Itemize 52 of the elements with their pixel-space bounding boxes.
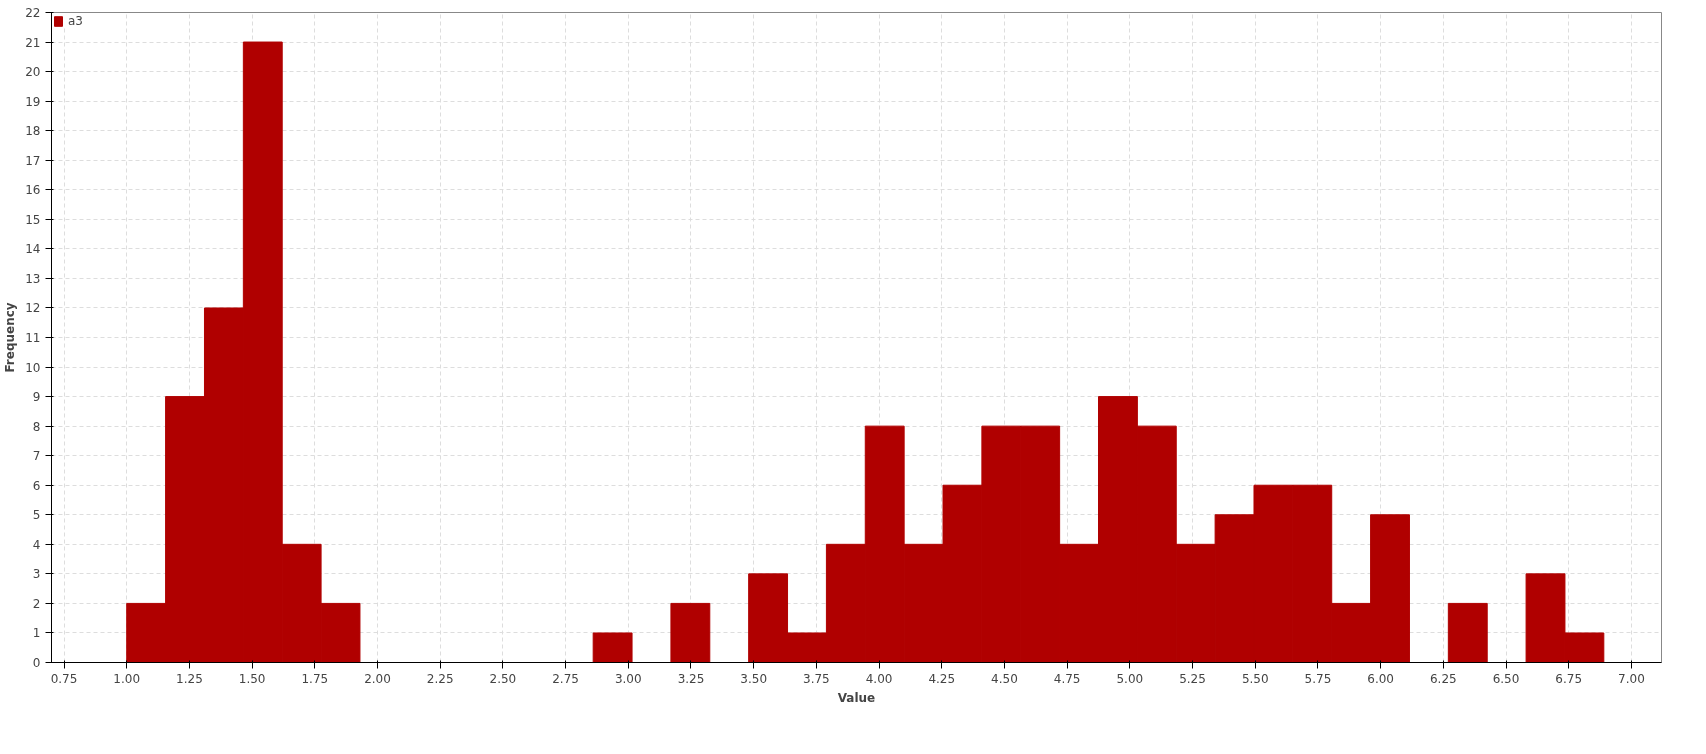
x-tick-label: 4.00 [865, 671, 893, 686]
x-tick-label: 7.00 [1618, 671, 1645, 686]
y-tick-label: 14 [25, 242, 41, 257]
y-tick-label: 21 [25, 35, 41, 50]
x-tick-label: 5.75 [1304, 671, 1332, 686]
y-tick-label: 0 [32, 656, 41, 670]
y-tick-label: 8 [32, 419, 41, 434]
x-tick-label: 1.75 [301, 671, 329, 686]
x-tick-label: 1.25 [176, 671, 203, 686]
x-tick-label: 4.75 [1053, 671, 1081, 686]
x-tick-label: 1.00 [113, 671, 141, 686]
x-tick-label: 4.50 [991, 671, 1018, 686]
y-tick-label: 2 [32, 596, 41, 611]
y-axis-title: Frequency [3, 302, 18, 373]
y-tick-label: 17 [25, 153, 41, 168]
y-tick-label: 15 [25, 212, 41, 227]
y-tick-label: 6 [32, 478, 41, 493]
y-tick-label: 9 [32, 390, 41, 405]
x-tick-label: 5.25 [1179, 671, 1206, 686]
x-tick-label: 2.00 [364, 671, 391, 686]
x-tick-label: 6.75 [1555, 671, 1583, 686]
y-tick-label: 1 [32, 626, 41, 641]
y-tick-label: 18 [25, 124, 41, 139]
y-tick-label: 19 [25, 94, 41, 109]
x-tick-label: 2.75 [552, 671, 579, 686]
x-tick-label: 0.75 [50, 671, 78, 686]
x-tick-label: 6.00 [1367, 671, 1394, 686]
x-tick-label: 3.00 [614, 671, 642, 686]
x-tick-label: 5.50 [1241, 671, 1269, 686]
y-tick-label: 10 [25, 360, 41, 375]
y-tick-label: 7 [32, 449, 41, 464]
legend-label: a3 [68, 14, 84, 28]
x-tick-label: 2.25 [426, 671, 454, 686]
y-tick-label: 12 [25, 301, 41, 316]
x-tick-label: 4.25 [928, 671, 956, 686]
y-tick-label: 4 [32, 537, 41, 552]
y-tick-label: 16 [25, 183, 41, 198]
y-tick-label: 5 [32, 508, 41, 523]
y-tick-label: 22 [25, 6, 41, 20]
x-tick-label: 6.25 [1429, 671, 1457, 686]
y-tick-label: 11 [25, 331, 41, 345]
x-tick-label: 1.50 [238, 671, 266, 686]
x-axis-title: Value [837, 690, 876, 705]
y-tick-label: 20 [25, 65, 41, 80]
x-tick-label: 2.50 [489, 671, 517, 686]
y-tick-label: 3 [32, 567, 41, 582]
x-tick-label: 3.25 [677, 671, 705, 686]
x-tick-label: 3.50 [740, 671, 768, 686]
x-tick-label: 5.00 [1116, 671, 1144, 686]
x-tick-label: 3.75 [803, 671, 830, 686]
y-tick-label: 13 [25, 271, 41, 286]
x-tick-label: 6.50 [1492, 671, 1520, 686]
